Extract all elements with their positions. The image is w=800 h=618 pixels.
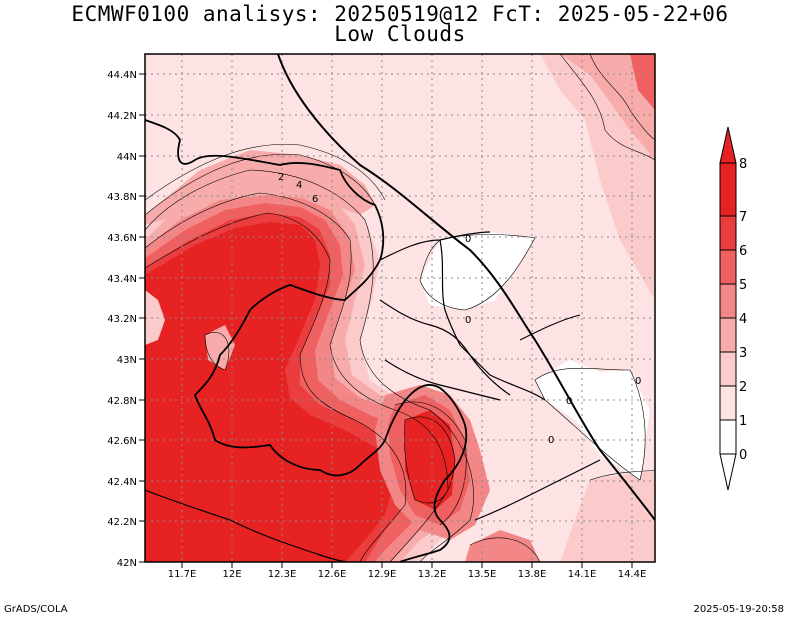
contour-label: 2	[278, 172, 284, 183]
colorbar-label: 2	[739, 380, 747, 395]
colorbar-segment	[719, 249, 737, 285]
colorbar-segment	[719, 317, 737, 353]
x-tick-label: 14.4E	[618, 569, 647, 580]
field-west-patch	[145, 290, 165, 345]
colorbar-label: 7	[739, 210, 747, 225]
map-subtitle: Low Clouds	[334, 22, 466, 46]
colorbar-label: 1	[739, 414, 747, 429]
colorbar-label: 0	[739, 448, 747, 463]
cloud-field	[145, 54, 655, 562]
border-inner-2	[384, 359, 501, 401]
map-title: ECMWF0100 analisys: 20250519@12 FcT: 202…	[71, 2, 729, 26]
y-tick-label: 42.2N	[107, 517, 137, 528]
colorbar-label: 8	[739, 157, 747, 172]
field-se	[560, 470, 655, 562]
border-lazio	[145, 489, 351, 562]
coastline	[277, 54, 655, 521]
y-tick-label: 44N	[117, 152, 137, 163]
x-tick-label: 12.3E	[268, 569, 297, 580]
colorbar-segment	[719, 215, 737, 251]
y-tick-label: 42.6N	[107, 436, 137, 447]
x-tick-label: 13.8E	[518, 569, 547, 580]
y-tick-label: 43.4N	[107, 274, 137, 285]
colorbar-segment	[719, 283, 737, 319]
colorbar-segment	[719, 419, 737, 455]
contour-label: 0	[566, 396, 572, 407]
y-tick-label: 42.4N	[107, 477, 137, 488]
y-tick-label: 44.2N	[107, 111, 137, 122]
field-ne-darker	[630, 54, 655, 110]
colorbar-segment	[719, 385, 737, 421]
contour-label: 0	[548, 435, 554, 446]
map-grid	[145, 54, 655, 562]
region-border-toscana-umbria	[145, 119, 468, 562]
colorbar-segment	[719, 162, 737, 217]
colorbar-max-arrow	[719, 126, 737, 164]
field-zero-1	[420, 232, 535, 310]
x-tick-labels: 11.7E 12E 12.3E 12.6E 12.9E 13.2E 13.5E …	[168, 569, 647, 580]
field-ne-dark	[560, 54, 655, 160]
colorbar-segment	[719, 351, 737, 387]
y-ticks	[139, 73, 145, 563]
colorbar-label: 3	[739, 346, 747, 361]
y-tick-label: 43.6N	[107, 233, 137, 244]
colorbar-labels: 0 1 2 3 4 5 6 7 8	[739, 157, 747, 463]
plot-frame	[144, 53, 656, 563]
y-tick-label: 43.2N	[107, 314, 137, 325]
border-inner-1	[379, 299, 511, 396]
y-tick-label: 44.4N	[107, 70, 137, 81]
border-small	[519, 314, 581, 341]
x-tick-label: 13.5E	[468, 569, 497, 580]
x-tick-label: 12.6E	[318, 569, 347, 580]
colorbar-label: 5	[739, 278, 747, 293]
x-tick-label: 13.2E	[418, 569, 447, 580]
border-abruzzo	[474, 459, 601, 521]
colorbar-label: 6	[739, 244, 747, 259]
border-marche-umbria	[439, 239, 546, 401]
field-south-blob	[465, 530, 540, 562]
colorbar-min-arrow	[719, 453, 737, 491]
x-tick-label: 14.1E	[568, 569, 597, 580]
contour-label: 4	[296, 180, 302, 191]
contour-label: 6	[312, 194, 318, 205]
field-north-band	[145, 150, 375, 225]
border-marche-north	[379, 231, 491, 261]
y-tick-label: 42.8N	[107, 396, 137, 407]
contour-label: 0	[465, 315, 471, 326]
y-tick-labels: 42N 42.2N 42.4N 42.6N 42.8N 43N 43.2N 43…	[107, 70, 137, 569]
boundaries	[145, 54, 655, 562]
field-red-6	[145, 222, 395, 562]
x-tick-label: 12E	[222, 569, 241, 580]
y-tick-label: 43.8N	[107, 192, 137, 203]
x-ticks	[181, 562, 633, 568]
colorbar-label: 4	[739, 312, 747, 327]
contour-label: 0	[465, 234, 471, 245]
contour-lines	[145, 54, 655, 562]
contour-label: 0	[635, 376, 641, 387]
y-tick-label: 43N	[117, 355, 137, 366]
x-tick-label: 12.9E	[368, 569, 397, 580]
footer-timestamp: 2025-05-19-20:58	[693, 604, 784, 615]
footer-credit: GrADS/COLA	[4, 604, 68, 615]
x-tick-label: 11.7E	[168, 569, 197, 580]
colorbar	[719, 126, 737, 491]
contour-labels: 0 0 0 0 0 2 4 6	[278, 172, 641, 446]
y-tick-label: 42N	[117, 558, 137, 569]
